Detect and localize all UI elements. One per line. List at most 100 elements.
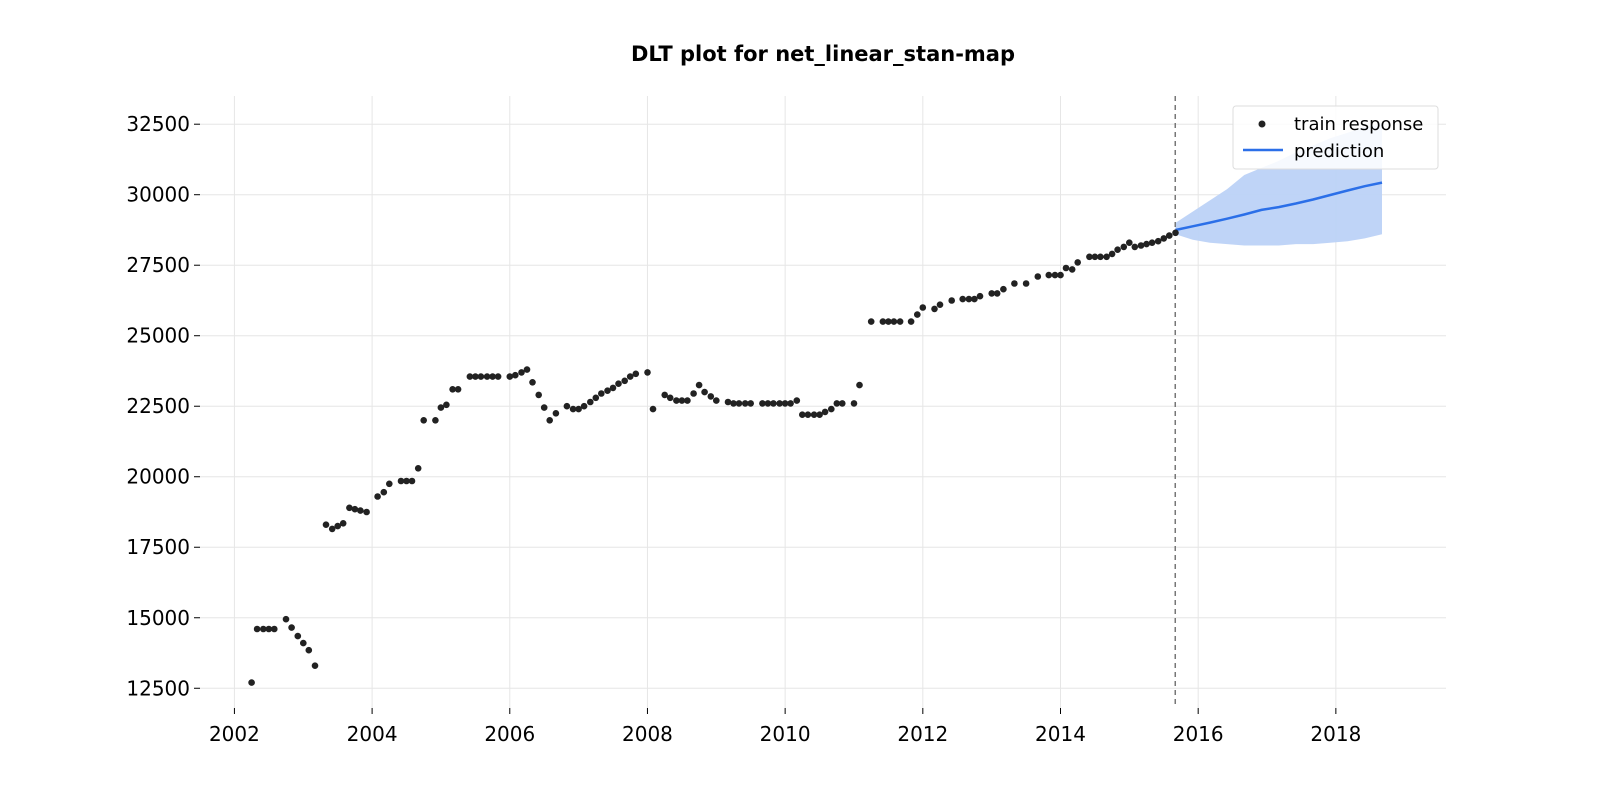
train-point xyxy=(839,400,846,407)
train-point xyxy=(816,411,823,419)
train-point xyxy=(1000,285,1007,293)
train-point xyxy=(644,369,651,376)
train-point xyxy=(265,625,273,633)
train-point xyxy=(1131,243,1139,251)
train-point xyxy=(454,386,462,393)
x-tick-label: 2014 xyxy=(1035,722,1086,746)
train-point xyxy=(724,398,732,406)
train-point xyxy=(896,318,904,325)
x-tick-label: 2010 xyxy=(760,722,811,746)
legend-label-prediction: prediction xyxy=(1294,141,1384,162)
train-point xyxy=(759,400,766,407)
train-point xyxy=(489,373,496,380)
train-point xyxy=(609,384,617,392)
train-point xyxy=(351,505,359,513)
train-point xyxy=(735,400,743,407)
train-point xyxy=(311,662,319,669)
train-point xyxy=(466,373,474,380)
train-point xyxy=(1022,280,1030,287)
y-tick-label: 17500 xyxy=(126,535,190,559)
train-point xyxy=(615,380,622,388)
train-point xyxy=(1062,264,1070,272)
y-tick-label: 32500 xyxy=(126,112,190,136)
train-point xyxy=(879,318,887,325)
train-point xyxy=(403,477,410,485)
train-point xyxy=(598,390,605,397)
train-point xyxy=(661,391,668,399)
prediction-line-group xyxy=(1175,181,1383,232)
train-point xyxy=(804,411,812,419)
train-point xyxy=(632,370,640,378)
train-point xyxy=(380,488,388,496)
train-point xyxy=(322,521,330,528)
train-point xyxy=(260,625,267,633)
train-point xyxy=(552,410,560,417)
y-tick-label: 15000 xyxy=(126,606,190,630)
train-point xyxy=(1103,253,1110,261)
train-point xyxy=(1108,250,1116,258)
train-point xyxy=(833,400,841,407)
train-point xyxy=(781,400,789,407)
train-point xyxy=(443,401,450,409)
train-point xyxy=(346,504,353,512)
train-point xyxy=(1154,237,1162,245)
train-point xyxy=(386,480,393,488)
x-tick-label: 2018 xyxy=(1310,722,1361,746)
train-point xyxy=(1120,243,1128,251)
y-tick-label: 25000 xyxy=(126,324,190,348)
train-point xyxy=(936,301,944,309)
train-point xyxy=(931,305,938,313)
y-tick-label: 30000 xyxy=(126,183,190,207)
train-point xyxy=(363,508,370,516)
train-point xyxy=(575,405,582,413)
train-point xyxy=(408,477,416,485)
train-point xyxy=(253,625,261,633)
train-points xyxy=(248,229,1179,686)
train-point xyxy=(288,624,295,631)
axes: 2002 2004 2006 2008 2010 2012 2014 2016 2018 1250… xyxy=(126,112,1361,746)
train-point xyxy=(1137,242,1145,249)
chart-title: DLT plot for net_linear_stan-map xyxy=(631,42,1015,66)
train-point xyxy=(678,397,686,404)
train-point xyxy=(580,402,588,410)
train-point xyxy=(730,400,737,407)
train-point xyxy=(414,465,422,472)
train-point xyxy=(976,292,984,300)
train-point xyxy=(621,377,628,385)
train-point xyxy=(1160,235,1168,242)
train-point xyxy=(988,290,995,297)
train-point xyxy=(546,417,553,424)
legend-label-train-response: train response xyxy=(1294,114,1423,135)
train-point xyxy=(472,373,479,380)
x-tick-label: 2006 xyxy=(484,722,535,746)
train-point xyxy=(701,388,708,396)
legend-marker-train-response xyxy=(1258,120,1266,128)
train-point xyxy=(1068,266,1076,273)
train-point xyxy=(890,318,898,325)
train-point xyxy=(518,369,525,376)
train-point xyxy=(523,366,531,373)
train-point xyxy=(339,520,347,527)
train-point xyxy=(1045,271,1053,279)
legend: train response prediction xyxy=(1232,105,1439,170)
x-tick-label: 2004 xyxy=(347,722,398,746)
train-point xyxy=(914,311,921,318)
train-point xyxy=(695,381,703,389)
train-point xyxy=(1074,259,1081,266)
train-point xyxy=(1011,280,1018,287)
y-tick-label: 22500 xyxy=(126,394,190,418)
grid xyxy=(200,96,1446,708)
train-point xyxy=(300,639,307,647)
train-point xyxy=(776,400,783,407)
train-point xyxy=(850,400,858,407)
train-point xyxy=(959,295,966,303)
train-point xyxy=(535,391,542,399)
train-point xyxy=(420,417,428,424)
train-point xyxy=(649,405,657,413)
train-point xyxy=(787,400,794,407)
train-point xyxy=(919,304,927,311)
train-point xyxy=(397,477,405,485)
train-point xyxy=(328,525,336,533)
legend-box xyxy=(1232,105,1439,170)
train-point xyxy=(271,625,278,633)
